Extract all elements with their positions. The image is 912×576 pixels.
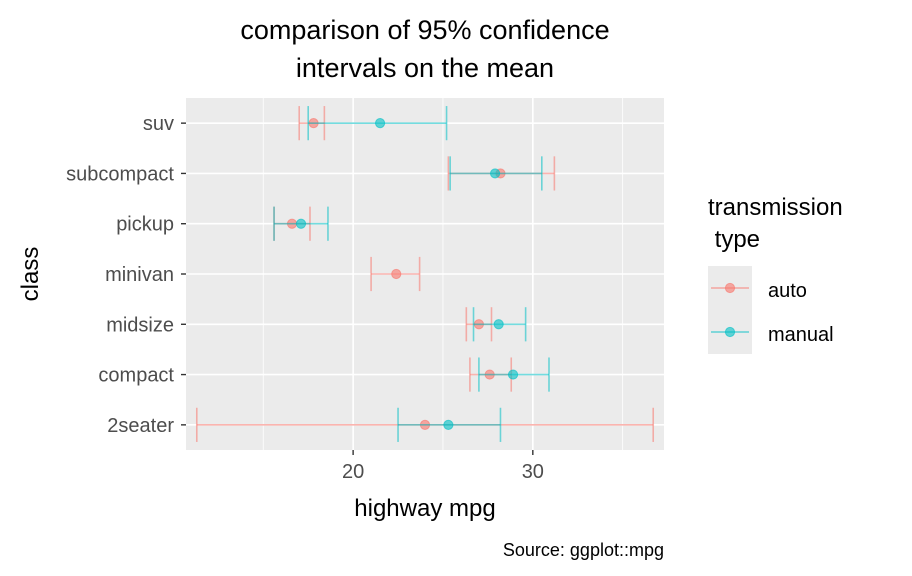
mean-point-manual [493, 319, 504, 330]
mean-point-manual [295, 218, 307, 229]
y-tick-label: compact [98, 365, 174, 387]
y-tick-label: 2seater [107, 415, 174, 437]
x-tick-label: 20 [342, 461, 364, 483]
y-tick-label: pickup [116, 214, 174, 236]
x-tick-label: 30 [522, 461, 544, 483]
y-tick-label: minivan [105, 264, 174, 286]
mean-point-auto [391, 268, 402, 280]
mean-point-manual [489, 168, 501, 179]
y-tick-label: suv [143, 113, 174, 135]
chart-title-line-1: comparison of 95% confidence [240, 15, 610, 45]
chart-caption: Source: ggplot::mpg [502, 540, 664, 560]
mean-point-manual [507, 369, 519, 380]
y-tick-label: midsize [106, 314, 174, 336]
legend-key-manual [708, 310, 752, 354]
legend-key-auto [708, 266, 752, 310]
legend-title-line-1: transmission [708, 194, 843, 221]
mean-point-manual [374, 118, 386, 129]
chart-title-line-2: intervals on the mean [295, 53, 555, 83]
x-axis-title: highway mpg [354, 495, 495, 522]
mean-point-manual [443, 419, 454, 430]
legend-title-line-2: type [708, 226, 761, 253]
y-tick-label: subcompact [66, 163, 174, 185]
legend-label-manual: manual [768, 324, 834, 346]
legend-label-auto: auto [768, 280, 807, 302]
y-axis-title: class [17, 247, 44, 302]
